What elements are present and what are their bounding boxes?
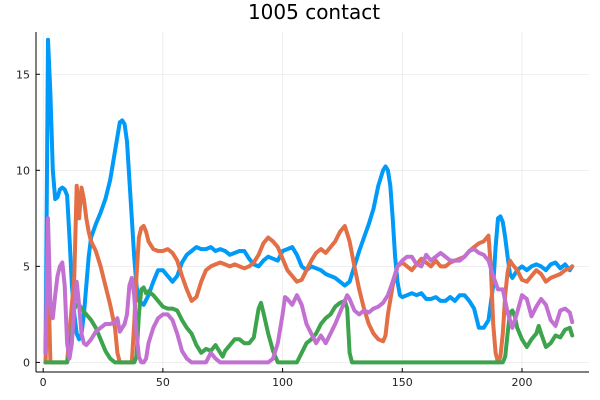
x-tick-label: 50 — [156, 376, 170, 389]
x-tick-label: 0 — [40, 376, 47, 389]
chart-title: 1005 contact — [248, 0, 380, 24]
series-1-line — [43, 37, 575, 355]
x-tick-label: 150 — [392, 376, 413, 389]
tick-marks: 0 50 100 150 200 0 5 10 15 — [16, 68, 532, 389]
axes — [35, 32, 589, 373]
series-lines — [43, 37, 575, 365]
x-tick-label: 100 — [272, 376, 293, 389]
y-tick-label: 0 — [23, 356, 30, 369]
x-tick-label: 200 — [511, 376, 532, 389]
y-tick-label: 10 — [16, 164, 30, 177]
y-tick-label: 15 — [16, 68, 30, 81]
series-3-line — [43, 285, 575, 365]
series-4-line — [43, 216, 575, 365]
y-tick-label: 5 — [23, 260, 30, 273]
